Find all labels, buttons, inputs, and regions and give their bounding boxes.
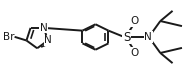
Text: N: N [144, 32, 152, 42]
Text: O: O [130, 48, 138, 58]
Text: N: N [40, 23, 48, 33]
Text: Br: Br [3, 32, 14, 42]
Text: S: S [123, 30, 130, 44]
Text: O: O [130, 16, 138, 26]
Text: N: N [44, 35, 52, 46]
